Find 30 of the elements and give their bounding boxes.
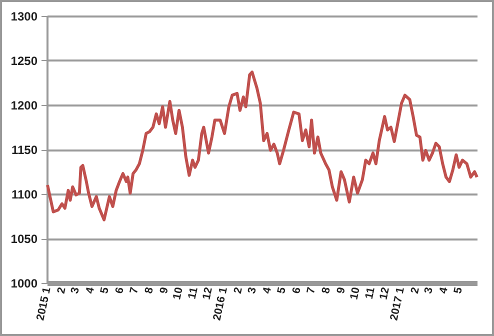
y-tick-label: 1100 bbox=[11, 188, 38, 202]
x-tick-label: 11 bbox=[186, 286, 200, 300]
x-tick-label: 9 bbox=[334, 286, 348, 295]
x-tick-label: 7 bbox=[304, 286, 318, 295]
x-tick-label: 2 bbox=[232, 286, 245, 295]
x-tick-label: 4 bbox=[437, 285, 451, 295]
x-tick-label: 3 bbox=[422, 286, 436, 295]
x-tick-label: 10 bbox=[171, 286, 186, 301]
x-tick-label: 8 bbox=[320, 286, 333, 295]
x-tick-label: 5 bbox=[98, 286, 112, 295]
x-tick-label: 10 bbox=[348, 286, 362, 301]
y-tick-label: 1150 bbox=[11, 143, 38, 157]
x-tick-label: 7 bbox=[128, 286, 141, 295]
x-tick-label: 6 bbox=[290, 286, 304, 295]
x-tick-label: 4 bbox=[84, 285, 98, 295]
y-tick-label: 1250 bbox=[10, 54, 38, 68]
x-tick-label: 6 bbox=[113, 286, 126, 295]
x-tick-label: 2 bbox=[55, 286, 68, 295]
x-tick-label: 2 bbox=[408, 286, 422, 295]
x-tick-label: 3 bbox=[68, 286, 82, 295]
x-tick-label: 11 bbox=[363, 286, 378, 300]
x-tick-label: 4 bbox=[260, 285, 274, 295]
x-tick-label: 5 bbox=[452, 286, 465, 295]
y-tick-label: 1200 bbox=[10, 98, 38, 112]
x-tick-label: 5 bbox=[275, 286, 288, 295]
x-tick-label: 9 bbox=[158, 286, 171, 295]
y-tick-label: 1300 bbox=[10, 10, 38, 24]
y-tick-label: 1050 bbox=[10, 232, 38, 246]
x-tick-label: 8 bbox=[142, 286, 156, 295]
x-tick-label: 3 bbox=[246, 286, 259, 295]
